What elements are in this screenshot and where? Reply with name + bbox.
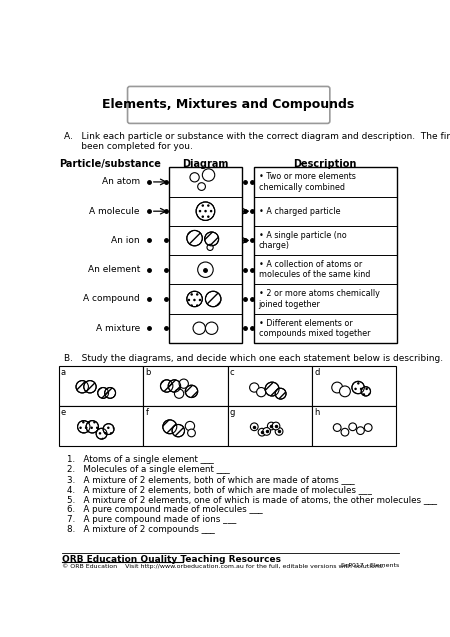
Circle shape [96, 428, 107, 439]
Circle shape [267, 422, 275, 430]
Bar [143, 366, 228, 406]
Circle shape [206, 322, 218, 334]
Circle shape [349, 423, 356, 431]
Text: • 2 or more atoms chemically
joined together: • 2 or more atoms chemically joined toge… [258, 289, 379, 309]
Circle shape [190, 173, 199, 182]
Circle shape [98, 387, 108, 398]
Circle shape [185, 385, 198, 397]
Text: • Two or more elements
chemically combined: • Two or more elements chemically combin… [258, 172, 356, 192]
Circle shape [352, 382, 365, 394]
Text: • A collection of atoms or
molecules of the same kind: • A collection of atoms or molecules of … [258, 260, 370, 280]
Text: 8.   A mixture of 2 compounds ___: 8. A mixture of 2 compounds ___ [67, 526, 215, 534]
Circle shape [258, 428, 266, 436]
Circle shape [172, 424, 184, 437]
Text: 4.   A mixture of 2 elements, both of which are made of molecules ___: 4. A mixture of 2 elements, both of whic… [67, 485, 372, 494]
Text: Description: Description [293, 159, 357, 169]
Text: Diagram: Diagram [182, 159, 228, 169]
Circle shape [206, 291, 221, 306]
Circle shape [361, 387, 370, 396]
Circle shape [86, 420, 99, 433]
Text: Particle/substance: Particle/substance [59, 159, 162, 169]
Text: An ion: An ion [111, 236, 140, 245]
Text: © ORB Education    Visit http://www.orbeducation.com.au for the full, editable v: © ORB Education Visit http://www.orbeduc… [63, 563, 385, 569]
Circle shape [196, 202, 215, 220]
Circle shape [333, 424, 341, 431]
Circle shape [364, 424, 372, 431]
Text: An atom: An atom [102, 178, 140, 187]
Text: 2.   Molecules of a single element ___: 2. Molecules of a single element ___ [67, 465, 230, 475]
Bar [143, 406, 228, 446]
Circle shape [168, 380, 180, 392]
Circle shape [250, 423, 258, 431]
Circle shape [265, 382, 279, 396]
Circle shape [272, 422, 280, 430]
Text: A molecule: A molecule [90, 206, 140, 216]
Text: b: b [145, 368, 151, 377]
Text: ScP017 - Elements: ScP017 - Elements [341, 563, 399, 568]
Circle shape [332, 382, 342, 393]
Bar [58, 366, 143, 406]
Circle shape [263, 427, 270, 435]
Text: h: h [314, 408, 319, 417]
Text: An element: An element [88, 265, 140, 274]
Text: A.   Link each particle or substance with the correct diagram and description.  : A. Link each particle or substance with … [64, 132, 450, 151]
Circle shape [185, 422, 194, 431]
Text: B.   Study the diagrams, and decide which one each statement below is describing: B. Study the diagrams, and decide which … [64, 354, 443, 362]
Circle shape [275, 427, 283, 435]
Circle shape [341, 428, 349, 436]
Text: g: g [230, 408, 235, 417]
Text: a: a [61, 368, 66, 377]
Circle shape [256, 387, 266, 397]
Bar [312, 406, 396, 446]
Text: • A charged particle: • A charged particle [258, 206, 340, 216]
Circle shape [207, 245, 213, 250]
Circle shape [187, 291, 202, 306]
Circle shape [250, 383, 259, 392]
Circle shape [198, 183, 206, 190]
Text: ORB Education Quality Teaching Resources: ORB Education Quality Teaching Resources [63, 555, 281, 564]
Text: 7.   A pure compound made of ions ___: 7. A pure compound made of ions ___ [67, 515, 236, 524]
Circle shape [187, 231, 202, 246]
Bar [58, 406, 143, 446]
FancyBboxPatch shape [127, 87, 330, 124]
Text: 6.   A pure compound made of molecules ___: 6. A pure compound made of molecules ___ [67, 505, 263, 514]
Circle shape [103, 424, 114, 434]
Text: 5.   A mixture of 2 elements, one of which is made of atoms, the other molecules: 5. A mixture of 2 elements, one of which… [67, 496, 437, 505]
Text: e: e [61, 408, 66, 417]
Circle shape [175, 389, 184, 398]
Circle shape [356, 427, 365, 434]
Bar [312, 366, 396, 406]
Circle shape [202, 169, 215, 181]
Text: • Different elements or
compounds mixed together: • Different elements or compounds mixed … [258, 318, 370, 338]
Text: A compound: A compound [83, 294, 140, 303]
Bar [228, 406, 312, 446]
Text: f: f [145, 408, 148, 417]
Text: • A single particle (no
charge): • A single particle (no charge) [258, 231, 346, 250]
Bar [254, 168, 397, 343]
Circle shape [205, 232, 219, 246]
Circle shape [193, 322, 206, 334]
Circle shape [188, 429, 195, 437]
Text: c: c [230, 368, 234, 377]
Bar [228, 366, 312, 406]
Circle shape [77, 420, 90, 433]
Circle shape [275, 389, 286, 399]
Circle shape [84, 380, 96, 393]
Circle shape [76, 380, 88, 393]
Circle shape [105, 387, 116, 398]
Text: Elements, Mixtures and Compounds: Elements, Mixtures and Compounds [102, 99, 355, 111]
Text: 3.   A mixture of 2 elements, both of which are made of atoms ___: 3. A mixture of 2 elements, both of whic… [67, 475, 355, 484]
Text: d: d [314, 368, 319, 377]
Circle shape [339, 386, 351, 397]
Circle shape [163, 420, 177, 434]
Circle shape [161, 380, 173, 392]
Text: A mixture: A mixture [96, 324, 140, 333]
Text: 1.   Atoms of a single element ___: 1. Atoms of a single element ___ [67, 455, 214, 464]
Bar [169, 168, 242, 343]
Circle shape [179, 379, 189, 389]
Circle shape [198, 262, 213, 277]
